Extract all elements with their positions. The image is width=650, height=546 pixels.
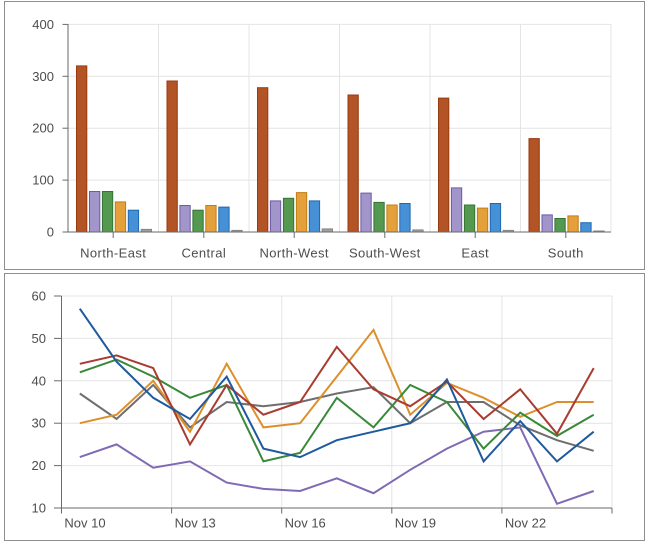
svg-text:400: 400 — [32, 17, 54, 32]
svg-text:Central: Central — [181, 246, 226, 261]
svg-text:Nov 16: Nov 16 — [285, 516, 326, 531]
svg-text:North-East: North-East — [80, 246, 146, 261]
svg-text:0: 0 — [47, 225, 54, 240]
svg-text:300: 300 — [32, 69, 54, 84]
svg-text:North-West: North-West — [259, 246, 329, 261]
svg-text:Nov 13: Nov 13 — [175, 516, 216, 531]
svg-text:10: 10 — [32, 501, 46, 516]
svg-text:50: 50 — [32, 331, 46, 346]
svg-text:Nov 22: Nov 22 — [505, 516, 546, 531]
svg-text:Nov 10: Nov 10 — [64, 516, 105, 531]
svg-text:200: 200 — [32, 121, 54, 136]
svg-text:South-West: South-West — [349, 246, 421, 261]
svg-text:20: 20 — [32, 458, 46, 473]
svg-text:East: East — [461, 246, 489, 261]
svg-text:60: 60 — [32, 289, 46, 304]
svg-text:100: 100 — [32, 173, 54, 188]
svg-text:South: South — [548, 246, 584, 261]
svg-text:Nov 19: Nov 19 — [395, 516, 436, 531]
svg-text:30: 30 — [32, 416, 46, 431]
svg-text:40: 40 — [32, 373, 46, 388]
